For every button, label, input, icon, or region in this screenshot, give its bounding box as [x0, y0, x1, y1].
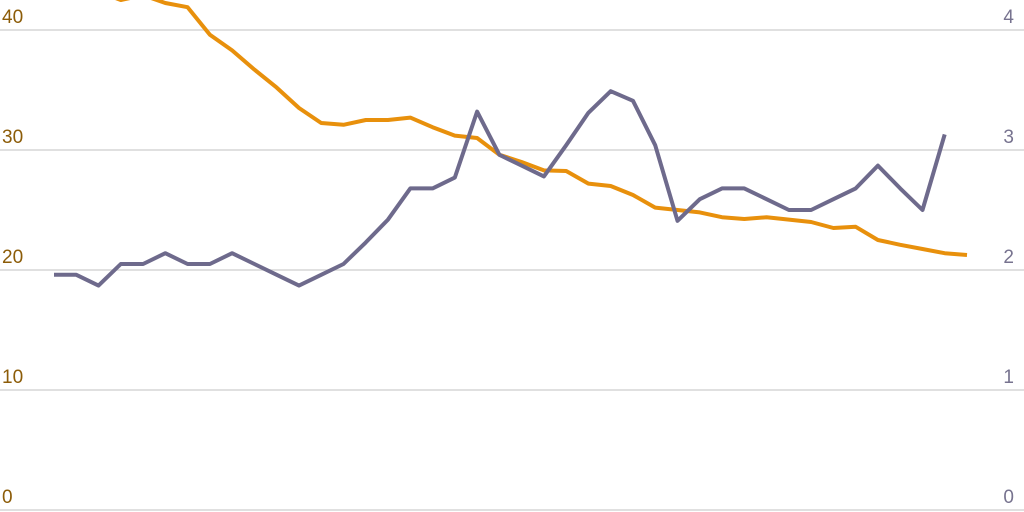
y2-tick-label: 4 — [1003, 7, 1014, 28]
y-tick-label: 40 — [2, 7, 23, 28]
y-tick-label: 30 — [2, 127, 23, 148]
y-tick-label: 20 — [2, 247, 23, 268]
line-series — [115, 0, 968, 257]
y-tick-label: 0 — [2, 487, 13, 508]
y2-tick-label: 1 — [1003, 367, 1014, 388]
y2-tick-label: 0 — [1003, 487, 1014, 508]
y2-tick-label: 2 — [1003, 247, 1014, 268]
y-tick-label: 10 — [2, 367, 23, 388]
y2-tick-label: 3 — [1003, 127, 1014, 148]
line-series — [54, 89, 947, 288]
